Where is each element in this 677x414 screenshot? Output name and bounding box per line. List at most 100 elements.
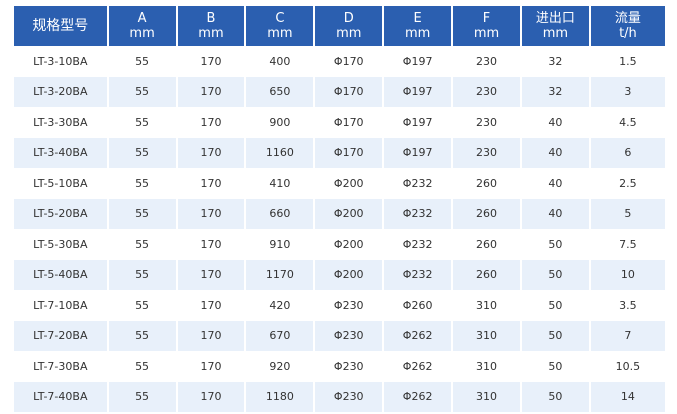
cell-e: Φ232 — [384, 198, 452, 229]
header-label: B — [206, 11, 216, 26]
cell-model: LT-7-20BA — [14, 320, 107, 351]
header-unit: mm — [473, 26, 500, 41]
table-header: 规格型号 A mm B mm C mm D mm — [14, 6, 665, 46]
spec-table: 规格型号 A mm B mm C mm D mm — [12, 6, 667, 412]
header-cell-flow: 流量 t/h — [590, 6, 665, 46]
cell-e: Φ197 — [384, 76, 452, 107]
cell-e: Φ262 — [384, 351, 452, 382]
cell-e: Φ197 — [384, 107, 452, 138]
cell-a: 55 — [108, 381, 176, 412]
cell-d: Φ230 — [315, 351, 383, 382]
cell-d: Φ170 — [315, 76, 383, 107]
cell-d: Φ170 — [315, 46, 383, 77]
table-row: LT-7-40BA 55 170 1180 Φ230 Φ262 310 50 14 — [14, 381, 665, 412]
header-label: E — [413, 11, 422, 26]
cell-f: 230 — [453, 76, 520, 107]
cell-model: LT-7-30BA — [14, 351, 107, 382]
header-label: D — [343, 11, 354, 26]
header-cell-port: 进出口 mm — [521, 6, 589, 46]
header-unit: mm — [198, 26, 224, 41]
cell-d: Φ170 — [315, 107, 383, 138]
table-row: LT-5-20BA 55 170 660 Φ200 Φ232 260 40 5 — [14, 198, 665, 229]
cell-b: 170 — [177, 320, 245, 351]
cell-a: 55 — [108, 198, 176, 229]
header-cell-e: E mm — [384, 6, 452, 46]
cell-f: 260 — [453, 229, 520, 260]
cell-d: Φ230 — [315, 290, 383, 321]
cell-e: Φ232 — [384, 229, 452, 260]
cell-port: 40 — [521, 107, 589, 138]
cell-port: 50 — [521, 290, 589, 321]
spec-table-container: 规格型号 A mm B mm C mm D mm — [12, 6, 667, 412]
table-row: LT-3-10BA 55 170 400 Φ170 Φ197 230 32 1.5 — [14, 46, 665, 77]
cell-model: LT-5-40BA — [14, 259, 107, 290]
cell-a: 55 — [108, 76, 176, 107]
header-label: F — [482, 11, 491, 26]
header-unit: mm — [336, 26, 362, 41]
cell-model: LT-5-30BA — [14, 229, 107, 260]
cell-model: LT-3-30BA — [14, 107, 107, 138]
cell-port: 40 — [521, 198, 589, 229]
cell-flow: 7.5 — [590, 229, 665, 260]
cell-e: Φ260 — [384, 290, 452, 321]
cell-flow: 10 — [590, 259, 665, 290]
cell-f: 310 — [453, 320, 520, 351]
header-cell-a: A mm — [108, 6, 176, 46]
cell-flow: 2.5 — [590, 168, 665, 199]
table-row: LT-5-40BA 55 170 1170 Φ200 Φ232 260 50 10 — [14, 259, 665, 290]
table-row: LT-5-30BA 55 170 910 Φ200 Φ232 260 50 7.5 — [14, 229, 665, 260]
cell-flow: 7 — [590, 320, 665, 351]
table-row: LT-5-10BA 55 170 410 Φ200 Φ232 260 40 2.5 — [14, 168, 665, 199]
cell-f: 230 — [453, 46, 520, 77]
cell-model: LT-7-10BA — [14, 290, 107, 321]
cell-d: Φ200 — [315, 168, 383, 199]
cell-d: Φ230 — [315, 381, 383, 412]
cell-a: 55 — [108, 168, 176, 199]
cell-port: 50 — [521, 351, 589, 382]
cell-a: 55 — [108, 107, 176, 138]
cell-port: 50 — [521, 259, 589, 290]
header-cell-d: D mm — [315, 6, 383, 46]
cell-d: Φ200 — [315, 229, 383, 260]
cell-a: 55 — [108, 290, 176, 321]
header-label: 流量 — [614, 11, 641, 26]
cell-d: Φ170 — [315, 137, 383, 168]
cell-c: 420 — [246, 290, 314, 321]
table-row: LT-7-10BA 55 170 420 Φ230 Φ260 310 50 3.5 — [14, 290, 665, 321]
cell-f: 230 — [453, 107, 520, 138]
cell-c: 670 — [246, 320, 314, 351]
cell-flow: 10.5 — [590, 351, 665, 382]
cell-c: 400 — [246, 46, 314, 77]
cell-c: 920 — [246, 351, 314, 382]
cell-b: 170 — [177, 259, 245, 290]
cell-model: LT-3-10BA — [14, 46, 107, 77]
cell-f: 260 — [453, 168, 520, 199]
table-row: LT-3-40BA 55 170 1160 Φ170 Φ197 230 40 6 — [14, 137, 665, 168]
cell-c: 650 — [246, 76, 314, 107]
cell-port: 50 — [521, 320, 589, 351]
cell-e: Φ262 — [384, 320, 452, 351]
cell-port: 40 — [521, 137, 589, 168]
header-unit: mm — [404, 26, 431, 41]
cell-c: 910 — [246, 229, 314, 260]
cell-port: 50 — [521, 381, 589, 412]
cell-e: Φ197 — [384, 137, 452, 168]
header-label: 进出口 — [535, 11, 575, 26]
cell-b: 170 — [177, 168, 245, 199]
cell-d: Φ200 — [315, 198, 383, 229]
header-label: 规格型号 — [32, 17, 89, 34]
cell-flow: 5 — [590, 198, 665, 229]
cell-a: 55 — [108, 137, 176, 168]
cell-f: 260 — [453, 259, 520, 290]
cell-model: LT-7-40BA — [14, 381, 107, 412]
cell-b: 170 — [177, 76, 245, 107]
cell-c: 1180 — [246, 381, 314, 412]
cell-port: 32 — [521, 46, 589, 77]
cell-port: 32 — [521, 76, 589, 107]
header-cell-b: B mm — [177, 6, 245, 46]
cell-b: 170 — [177, 229, 245, 260]
table-row: LT-7-30BA 55 170 920 Φ230 Φ262 310 50 10.5 — [14, 351, 665, 382]
cell-f: 260 — [453, 198, 520, 229]
cell-c: 660 — [246, 198, 314, 229]
table-body: LT-3-10BA 55 170 400 Φ170 Φ197 230 32 1.5 LT-3-20… — [14, 46, 665, 412]
